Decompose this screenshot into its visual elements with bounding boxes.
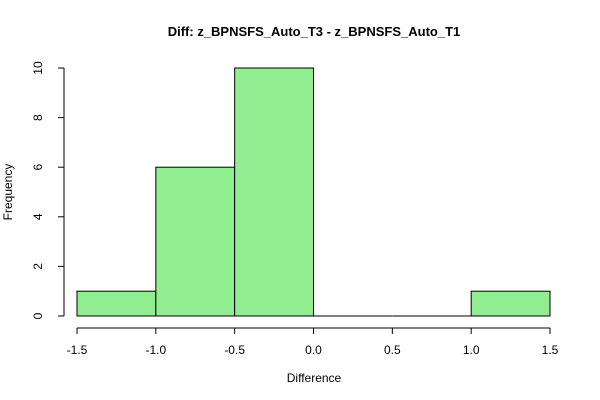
y-tick-label: 8 (31, 114, 45, 121)
histogram-bar-0 (76, 290, 157, 317)
x-axis-label: Difference (287, 371, 342, 385)
x-tick-label: -1.5 (67, 343, 88, 357)
y-axis-label: Frequency (1, 164, 15, 221)
y-tick-label: 10 (31, 61, 45, 75)
x-tick-label: 0.0 (305, 343, 322, 357)
bars-group (76, 67, 551, 317)
x-tick-label: 0.5 (384, 343, 401, 357)
histogram-bar-2 (234, 67, 315, 317)
x-tick-label: 1.0 (463, 343, 480, 357)
y-tick-label: 6 (31, 164, 45, 171)
y-tick-label: 2 (31, 263, 45, 270)
histogram-bar-1 (155, 166, 236, 317)
y-axis: 0 2 4 6 8 10 (31, 61, 65, 319)
x-tick-label: -0.5 (224, 343, 245, 357)
histogram-bar-5 (470, 290, 551, 317)
x-tick-label: 1.5 (542, 343, 559, 357)
chart-title: Diff: z_BPNSFS_Auto_T3 - z_BPNSFS_Auto_T… (168, 24, 461, 39)
x-tick-label: -1.0 (145, 343, 166, 357)
y-tick-label: 4 (31, 213, 45, 220)
y-tick-label: 0 (31, 312, 45, 319)
x-axis: -1.5 -1.0 -0.5 0.0 0.5 1.0 1.5 (67, 327, 559, 357)
